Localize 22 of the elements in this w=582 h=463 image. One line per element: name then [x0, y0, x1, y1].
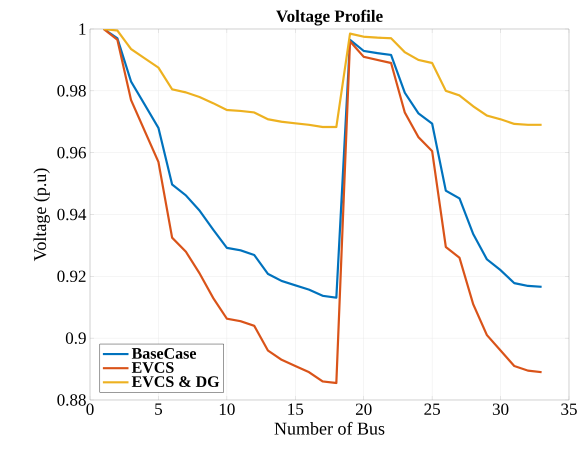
x-axis-title: Number of Bus — [274, 422, 384, 435]
legend-label: EVCS & DG — [132, 376, 220, 388]
y-tick-label: 0.88 — [57, 394, 86, 406]
legend-label: EVCS — [132, 362, 174, 373]
line-series — [102, 28, 543, 128]
chart-title: Voltage Profile — [276, 10, 383, 26]
x-tick-label: 30 — [492, 404, 508, 415]
y-tick-label: 1 — [79, 23, 86, 35]
x-tick-label: 15 — [288, 404, 304, 415]
y-axis-title: Voltage (p.u) — [33, 168, 50, 262]
x-tick-label: 5 — [155, 404, 162, 415]
x-tick-label: 35 — [561, 404, 577, 415]
x-tick-label: 0 — [86, 404, 94, 415]
y-tick-label: 0.96 — [57, 146, 86, 158]
y-tick-label: 0.94 — [57, 208, 86, 220]
x-tick-label: 10 — [220, 404, 235, 415]
x-tick-label: 20 — [356, 404, 372, 415]
y-tick-label: 0.9 — [66, 332, 86, 344]
x-tick-label: 25 — [424, 404, 440, 415]
legend-label: BaseCase — [132, 348, 196, 359]
y-tick-label: 0.98 — [57, 85, 86, 97]
y-tick-label: 0.92 — [57, 270, 86, 282]
